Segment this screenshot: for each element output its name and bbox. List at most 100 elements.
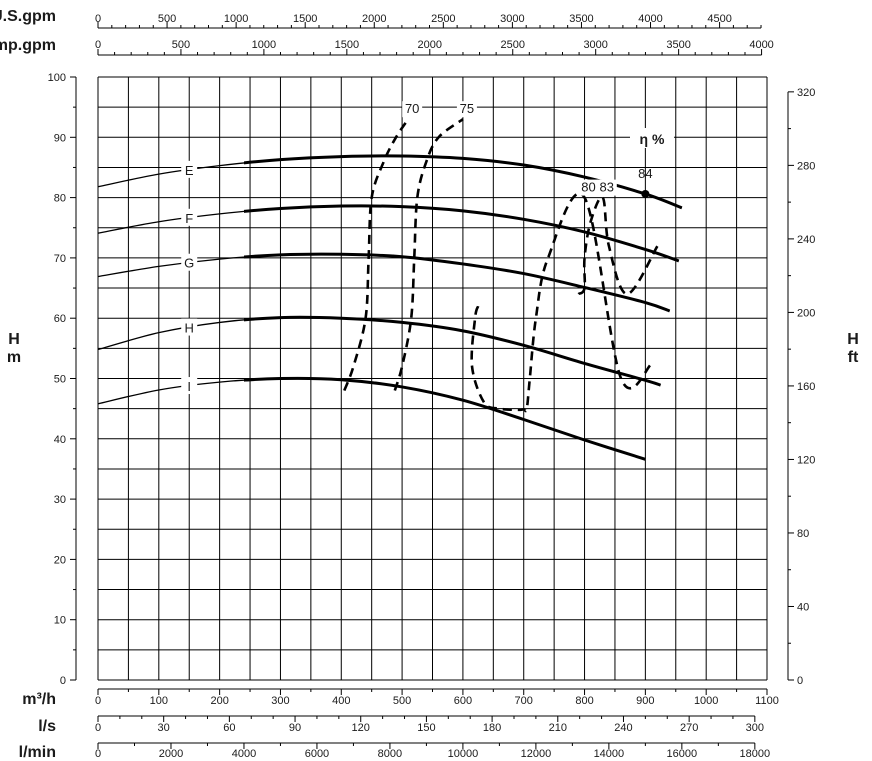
m3h-tick-label: 100 xyxy=(150,695,168,707)
m3h-tick-label: 1000 xyxy=(694,695,718,707)
usgpm-tick-label: 2000 xyxy=(362,13,386,25)
head-curve-g xyxy=(243,252,671,313)
right-tick-label: 160 xyxy=(797,381,815,393)
usgpm-tick-label: 3500 xyxy=(569,13,593,25)
efficiency-label-bg xyxy=(402,101,423,118)
efficiency-label-bg xyxy=(456,101,477,118)
lmin-tick-label: 12000 xyxy=(521,748,552,760)
efficiency-title: η % xyxy=(640,131,665,147)
m3h-tick-label: 300 xyxy=(271,695,289,707)
m3h-tick-label: 200 xyxy=(210,695,228,707)
efficiency-label-bg xyxy=(578,179,599,196)
ls-tick-label: 120 xyxy=(352,722,370,734)
right-tick-label: 280 xyxy=(797,160,815,172)
curve-label-bg xyxy=(181,253,198,271)
m3h-tick-label: 0 xyxy=(95,695,101,707)
ls-tick-label: 270 xyxy=(680,722,698,734)
ls-tick-label: 0 xyxy=(95,722,101,734)
grid xyxy=(97,76,768,681)
efficiency-label-70: 70 xyxy=(405,101,419,116)
usgpm-tick-label: 500 xyxy=(158,13,176,25)
right-tick-label: 120 xyxy=(797,454,815,466)
ls-axis-title: l/s xyxy=(38,718,56,735)
curve-label-i: I xyxy=(187,379,191,394)
lmin-axis-title: l/min xyxy=(19,744,56,761)
left-tick-label: 50 xyxy=(54,374,66,386)
right-tick-label: 200 xyxy=(797,307,815,319)
curve-label-g: G xyxy=(184,256,194,271)
efficiency-label-84: 84 xyxy=(638,166,652,181)
lmin-tick-label: 14000 xyxy=(594,748,625,760)
ls-tick-label: 30 xyxy=(158,722,170,734)
left-tick-label: 70 xyxy=(54,253,66,265)
ls-tick-label: 210 xyxy=(549,722,567,734)
usgpm-tick-label: 1500 xyxy=(293,13,317,25)
m3h-tick-label: 500 xyxy=(393,695,411,707)
efficiency-point-84 xyxy=(641,189,650,198)
efficiency-curve-75 xyxy=(393,118,464,391)
curve-label-h: H xyxy=(185,321,194,336)
impgpm-tick-label: 3500 xyxy=(666,39,690,51)
lmin-tick-label: 16000 xyxy=(667,748,698,760)
usgpm-tick-label: 2500 xyxy=(431,13,455,25)
m3h-tick-label: 400 xyxy=(332,695,350,707)
left-tick-label: 90 xyxy=(54,132,66,144)
curve-label-e: E xyxy=(185,163,194,178)
lmin-tick-label: 10000 xyxy=(448,748,479,760)
impgpm-tick-label: 2500 xyxy=(500,39,524,51)
ls-tick-label: 150 xyxy=(417,722,435,734)
right-tick-label: 0 xyxy=(797,675,803,687)
right-tick-label: 320 xyxy=(797,87,815,99)
efficiency-label-75: 75 xyxy=(460,101,474,116)
ls-tick-label: 60 xyxy=(223,722,235,734)
usgpm-axis-title: U.S.gpm xyxy=(0,8,56,25)
efficiency-curves xyxy=(343,118,659,413)
left-tick-label: 80 xyxy=(54,193,66,205)
left-tick-label: 30 xyxy=(54,494,66,506)
efficiency-label-80: 80 xyxy=(581,180,595,195)
efficiency-curve-70 xyxy=(343,118,410,392)
usgpm-tick-label: 4500 xyxy=(707,13,731,25)
curve-label-bg xyxy=(181,318,198,336)
curve-label-f: F xyxy=(185,211,193,226)
left-tick-label: 0 xyxy=(60,675,66,687)
head-curve-f xyxy=(243,204,680,263)
head-curves xyxy=(97,154,683,461)
usgpm-tick-label: 1000 xyxy=(224,13,248,25)
m3h-tick-label: 600 xyxy=(454,695,472,707)
axes: 0 10 20 30 40 50 60 70 80 90 100 Hm 0 40 80 120 160 200 24… xyxy=(0,8,859,761)
left-axis-title-m: m xyxy=(7,349,21,366)
lmin-tick-label: 8000 xyxy=(378,748,402,760)
m3h-tick-label: 800 xyxy=(575,695,593,707)
right-tick-label: 40 xyxy=(797,601,809,613)
impgpm-tick-label: 2000 xyxy=(418,39,442,51)
labels: E F G H I 70 75 80 83 84 η % xyxy=(181,101,674,395)
left-tick-label: 40 xyxy=(54,434,66,446)
impgpm-axis-title: Imp.gpm xyxy=(0,37,56,54)
m3h-tick-label: 700 xyxy=(515,695,533,707)
impgpm-tick-label: 0 xyxy=(95,39,101,51)
lmin-tick-label: 18000 xyxy=(740,748,771,760)
ls-tick-label: 240 xyxy=(614,722,632,734)
efficiency-curve-83 xyxy=(577,195,659,296)
m3h-axis-title: m³/h xyxy=(22,691,56,708)
head-curve-h xyxy=(243,315,662,387)
efficiency-title-bg xyxy=(630,128,674,148)
curve-label-bg xyxy=(181,377,198,395)
left-tick-label: 10 xyxy=(54,615,66,627)
left-tick-label: 60 xyxy=(54,313,66,325)
impgpm-tick-label: 500 xyxy=(172,39,190,51)
ls-tick-label: 90 xyxy=(289,722,301,734)
usgpm-tick-label: 4000 xyxy=(638,13,662,25)
lmin-tick-label: 6000 xyxy=(305,748,329,760)
right-tick-label: 240 xyxy=(797,234,815,246)
left-tick-label: 20 xyxy=(54,554,66,566)
impgpm-tick-label: 1500 xyxy=(335,39,359,51)
left-tick-label: 100 xyxy=(48,72,66,84)
curve-label-bg xyxy=(181,160,198,178)
efficiency-label-bg xyxy=(596,179,617,196)
lmin-tick-label: 0 xyxy=(95,748,101,760)
ls-tick-label: 300 xyxy=(746,722,764,734)
right-tick-label: 80 xyxy=(797,528,809,540)
